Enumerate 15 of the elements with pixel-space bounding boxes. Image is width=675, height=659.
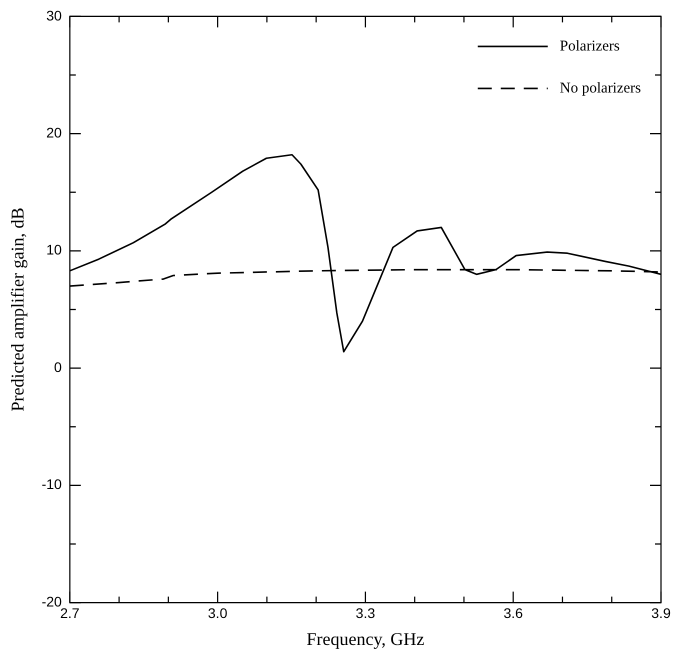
- legend-label: No polarizers: [560, 80, 642, 96]
- x-axis-title: Frequency, GHz: [306, 628, 424, 649]
- y-tick-label: 30: [46, 7, 62, 24]
- legend-label: Polarizers: [560, 38, 620, 54]
- y-tick-label: 0: [54, 358, 62, 375]
- y-tick-label: 20: [46, 124, 62, 140]
- x-tick-label: 2.7: [60, 604, 80, 621]
- x-tick-label: 3.0: [208, 604, 228, 621]
- y-axis-title: Predicted amplifier gain, dB: [8, 208, 28, 412]
- x-tick-label: 3.6: [503, 604, 524, 621]
- x-tick-label: 3.3: [356, 604, 376, 621]
- x-tick-label: 3.9: [651, 604, 671, 621]
- y-tick-label: -10: [42, 476, 62, 492]
- y-tick-label: 10: [46, 242, 62, 258]
- y-tick-label: -20: [42, 593, 62, 610]
